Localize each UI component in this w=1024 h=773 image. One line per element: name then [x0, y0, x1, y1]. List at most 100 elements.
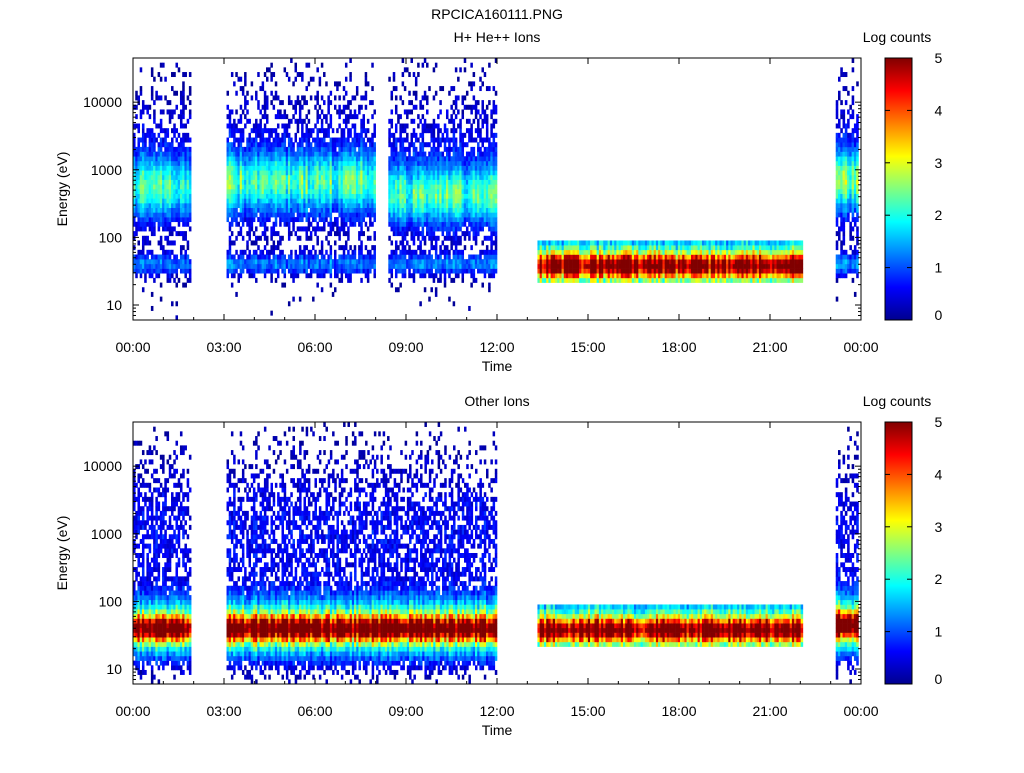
- spectrogram-cell: [590, 249, 593, 255]
- spectrogram-cell: [349, 165, 352, 171]
- spectrogram-cell: [463, 221, 467, 227]
- spectrogram-cell: [305, 128, 308, 134]
- spectrogram-cell: [465, 198, 469, 204]
- spectrogram-cell: [470, 207, 473, 213]
- spectrogram-cell: [177, 277, 181, 283]
- spectrogram-cell: [150, 291, 154, 297]
- spectrogram-cell: [276, 137, 280, 143]
- spectrogram-cell: [270, 277, 273, 283]
- spectrogram-cell: [182, 104, 185, 110]
- spectrogram-cell: [270, 100, 273, 106]
- spectrogram-cell: [441, 179, 445, 185]
- spectrogram-cell: [559, 249, 562, 255]
- spectrogram-cell: [417, 235, 420, 241]
- spectrogram-cell: [450, 86, 453, 92]
- spectrogram-cell: [417, 156, 420, 162]
- spectrogram-cell: [401, 81, 405, 87]
- spectrogram-cell: [141, 221, 145, 227]
- spectrogram-cell: [412, 156, 416, 162]
- spectrogram-cell: [581, 249, 584, 255]
- spectrogram-cell: [454, 146, 458, 152]
- spectrogram-cell: [423, 235, 427, 241]
- spectrogram-cell: [369, 268, 372, 274]
- spectrogram-cell: [342, 86, 346, 92]
- spectrogram-cell: [135, 165, 138, 171]
- spectrogram-cell: [182, 100, 185, 106]
- spectrogram-cell: [148, 268, 152, 274]
- spectrogram-cell: [397, 212, 400, 218]
- spectrogram-cell: [397, 170, 400, 176]
- spectrogram-cell: [173, 189, 176, 194]
- spectrogram-cell: [401, 240, 405, 246]
- spectrogram-cell: [329, 268, 333, 274]
- spectrogram-cell: [298, 198, 302, 204]
- spectrogram-cell: [250, 142, 254, 148]
- spectrogram-cell: [230, 282, 234, 288]
- spectrogram-cell: [474, 109, 478, 115]
- spectrogram-cell: [272, 142, 276, 148]
- spectrogram-cell: [423, 95, 427, 101]
- spectrogram-cell: [596, 263, 600, 269]
- spectrogram-cell: [270, 245, 273, 251]
- spectrogram-cell: [340, 193, 344, 199]
- spectrogram-cell: [609, 259, 613, 265]
- spectrogram-cell: [250, 259, 254, 265]
- spectrogram-cell: [351, 146, 355, 152]
- spectrogram-cell: [314, 259, 317, 265]
- spectrogram-cell: [290, 273, 293, 279]
- spectrogram-cell: [168, 217, 172, 223]
- spectrogram-cell: [622, 249, 626, 255]
- spectrogram-cell: [673, 273, 676, 279]
- spectrogram-cell: [492, 109, 496, 115]
- spectrogram-cell: [408, 174, 411, 180]
- spectrogram-cell: [618, 273, 622, 279]
- spectrogram-cell: [666, 263, 670, 269]
- spectrogram-cell: [318, 170, 322, 176]
- spectrogram-cell: [684, 277, 687, 283]
- spectrogram-cell: [605, 259, 608, 265]
- spectrogram-cell: [388, 212, 391, 218]
- spectrogram-cell: [333, 184, 337, 190]
- spectrogram-cell: [570, 259, 573, 265]
- spectrogram-cell: [184, 249, 187, 255]
- spectrogram-cell: [188, 100, 192, 106]
- spectrogram-cell: [669, 254, 672, 260]
- spectrogram-cell: [490, 245, 493, 251]
- spectrogram-cell: [248, 273, 251, 279]
- spectrogram-cell: [230, 170, 234, 176]
- spectrogram-cell: [434, 259, 438, 265]
- spectrogram-cell: [417, 221, 420, 227]
- spectrogram-cell: [426, 170, 429, 176]
- spectrogram-cell: [159, 184, 163, 190]
- spectrogram-cell: [399, 128, 402, 134]
- spectrogram-cell: [305, 245, 308, 251]
- spectrogram-cell: [344, 217, 348, 223]
- spectrogram-cell: [246, 109, 249, 115]
- spectrogram-cell: [307, 174, 311, 180]
- spectrogram-cell: [397, 151, 400, 157]
- spectrogram-cell: [257, 174, 260, 180]
- spectrogram-cell: [276, 254, 280, 260]
- spectrogram-cell: [349, 277, 352, 283]
- spectrogram-cell: [373, 235, 376, 241]
- spectrogram-cell: [340, 184, 344, 190]
- spectrogram-cell: [266, 259, 269, 265]
- spectrogram-cell: [320, 245, 324, 251]
- spectrogram-cell: [399, 282, 402, 288]
- spectrogram-cell: [548, 277, 551, 283]
- spectrogram-cell: [401, 128, 405, 134]
- spectrogram-cell: [292, 146, 295, 152]
- spectrogram-cell: [173, 203, 176, 209]
- spectrogram-cell: [233, 212, 236, 218]
- spectrogram-cell: [675, 245, 679, 251]
- spectrogram-cell: [401, 151, 405, 157]
- spectrogram-cell: [164, 203, 167, 209]
- spectrogram-cell: [369, 137, 372, 143]
- spectrogram-cell: [283, 184, 287, 190]
- spectrogram-cell: [274, 189, 278, 194]
- spectrogram-cell: [279, 146, 282, 152]
- spectrogram-cell: [349, 198, 352, 204]
- spectrogram-cell: [298, 245, 302, 251]
- spectrogram-cell: [244, 114, 247, 120]
- spectrogram-cell: [272, 203, 276, 209]
